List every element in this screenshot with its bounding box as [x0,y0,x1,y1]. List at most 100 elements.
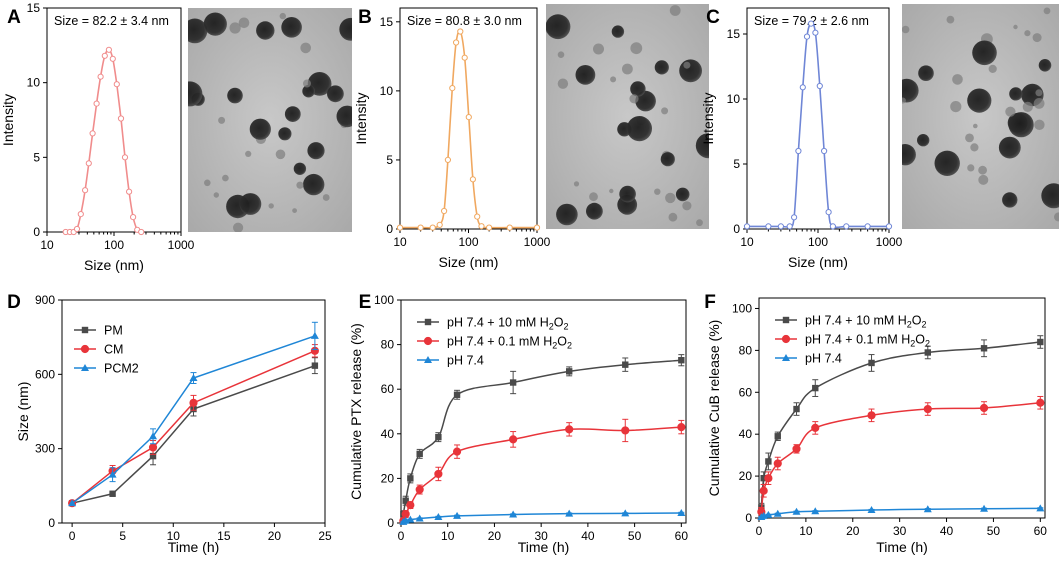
tem-particle [307,142,325,160]
data-point [77,211,84,218]
legend-sub: 2 [567,341,572,351]
x-tick-label: 1000 [876,235,903,249]
data-point [759,486,768,495]
data-point [434,469,443,479]
x-tick-label: 10 [393,235,407,249]
tem-particle [213,192,219,198]
tem-particle [917,134,930,147]
data-point [189,374,198,382]
y-tick-label: 5 [33,150,40,164]
y-tick-label: 900 [35,293,55,307]
tem-particle [296,181,304,189]
tem-particle [970,143,979,152]
legend-text: O [557,335,567,349]
tem-particle [946,15,955,24]
legend-label: pH 7.4 + 10 mM H2O2 [447,316,569,332]
x-axis-label: Time (h) [876,539,928,555]
tem-particle [303,173,325,196]
y-axis-label: Intensity [0,94,16,146]
x-axis-label: Size (nm) [788,254,848,270]
tem-particle [654,60,669,75]
data-point [760,474,767,482]
tem-particle [292,208,297,214]
data-point [415,514,424,522]
panel-d: D 0 300 600 900 0 5 10 15 20 25 Time (h) Size (nm) PM… [7,292,332,555]
y-tick-label: 0 [733,222,740,236]
tem-particle [586,202,603,220]
x-tick-label: 1000 [168,238,195,252]
y-tick-label: 5 [386,153,393,167]
data-point [793,405,800,413]
data-point [825,209,832,216]
legend-text: pH 7.4 [447,354,484,368]
tem-particle [256,21,275,40]
legend-label: pH 7.4 [447,354,484,368]
tem-particle [675,187,690,202]
tem-particle [1008,112,1034,138]
data-point [429,224,436,231]
y-axis-label: Cumulative CuB release (%) [706,320,722,497]
tem-particle [303,79,311,88]
tem-image-c: TEM micrograph [902,4,1059,229]
data-point [85,160,92,167]
y-tick-label: 0 [386,222,393,236]
x-tick-label: 0 [398,529,405,543]
series-2: PCM2 [68,321,319,507]
legend-text: PCM2 [104,362,139,376]
x-tick-label: 20 [268,529,282,543]
legend-label: pH 7.4 + 10 mM H2O2 [805,314,927,330]
tem-particle [682,201,692,211]
plot-frame [746,7,890,230]
x-tick-label: 30 [534,529,548,543]
legend-label: PCM2 [104,362,139,376]
legend-label: CM [104,343,123,357]
data-point [808,20,815,27]
data-point [565,368,573,375]
y-tick-label: 10 [27,76,41,90]
panel-letter: B [358,7,372,28]
data-point [677,423,686,432]
data-point [782,316,790,324]
data-point [406,501,415,510]
data-point [868,359,875,367]
tem-particle [972,40,997,66]
legend-text: O [912,314,922,328]
data-point [97,73,104,80]
series-line [71,364,316,504]
y-tick-label: 80 [381,338,395,352]
data-point [773,459,782,468]
tem-particle [668,212,678,222]
data-point [980,345,988,352]
tem-particle [188,18,208,44]
data-point [416,450,423,458]
legend-text: pH 7.4 [805,352,842,366]
tem-particle [669,5,681,16]
legend-text: pH 7.4 + 0.1 mM H [447,335,552,349]
x-tick-label: 15 [217,529,231,543]
legend-sub: 2 [907,320,912,330]
data-point [509,379,517,386]
tem-particle [902,97,906,104]
tem-particle [610,76,617,83]
tem-particle [275,149,286,160]
y-tick-label: 0 [745,511,752,525]
data-point [396,224,404,231]
data-point [821,147,828,155]
data-point [885,223,893,230]
data-point [434,512,443,520]
data-point [401,509,410,519]
data-point [457,28,464,35]
x-tick-label: 10 [441,529,455,543]
tem-particle [965,133,974,143]
tem-particle [336,105,352,128]
plot-frame [758,297,1046,519]
y-tick-label: 5 [733,157,740,171]
data-point [406,515,415,523]
tem-particle [1005,106,1016,117]
data-point [621,426,630,435]
data-point [678,357,685,364]
tem-particle [934,150,960,176]
legend-sub: 2 [925,339,930,349]
x-tick-label: 100 [458,235,478,249]
